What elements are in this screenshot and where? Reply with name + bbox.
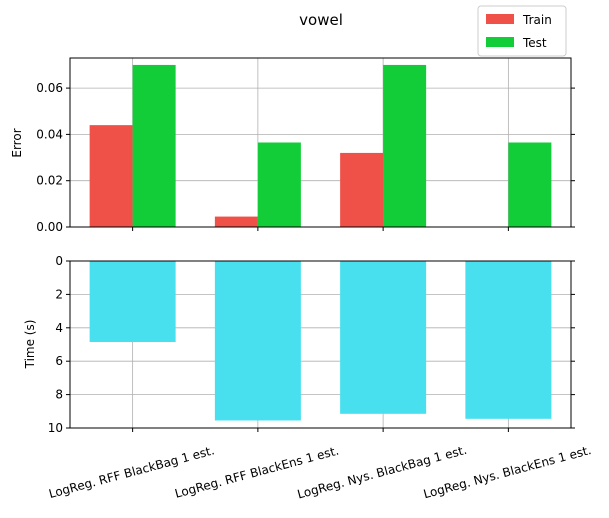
error-subplot: 0.00 0.02 0.04 0.06	[36, 57, 575, 234]
error-ytick-label: 0.00	[36, 220, 63, 234]
bar-test-error	[257, 142, 301, 227]
x-tick-labels: LogReg. RFF BlackBag 1 est.LogReg. RFF B…	[47, 443, 593, 502]
error-ytick-label: 0.04	[36, 127, 63, 141]
time-ytick-label: 2	[55, 287, 63, 301]
legend-box	[477, 5, 567, 57]
bar-time	[89, 261, 176, 342]
time-ytick-label: 6	[55, 354, 63, 368]
bar-train-error	[340, 152, 384, 227]
error-ytick-label: 0.02	[36, 174, 63, 188]
time-ytick-label: 8	[55, 388, 63, 402]
bar-time	[340, 261, 427, 414]
legend-swatch-test	[486, 37, 514, 47]
legend-label-train: Train	[522, 13, 552, 27]
error-axis-label: Error	[10, 128, 24, 157]
legend-swatch-train	[486, 14, 514, 24]
bar-test-error	[383, 64, 427, 227]
legend: Train Test	[477, 5, 567, 57]
time-axes-frame	[69, 260, 572, 429]
legend-label-test: Test	[522, 36, 547, 50]
bar-test-error	[132, 64, 176, 227]
chart-title: vowel	[299, 11, 343, 29]
bar-time	[214, 261, 301, 421]
time-ytick-label: 0	[55, 254, 63, 268]
bar-test-error	[508, 142, 552, 227]
error-ytick-label: 0.06	[36, 81, 63, 95]
time-ytick-label: 10	[48, 421, 63, 435]
time-ytick-label: 4	[55, 321, 63, 335]
time-axis-label: Time (s)	[23, 320, 37, 370]
bar-time	[465, 261, 552, 419]
bar-train-error	[89, 125, 133, 227]
time-subplot: 0 2 4 6 8 10	[48, 254, 575, 435]
bar-train-error	[214, 216, 258, 227]
error-axes-frame	[69, 57, 572, 228]
